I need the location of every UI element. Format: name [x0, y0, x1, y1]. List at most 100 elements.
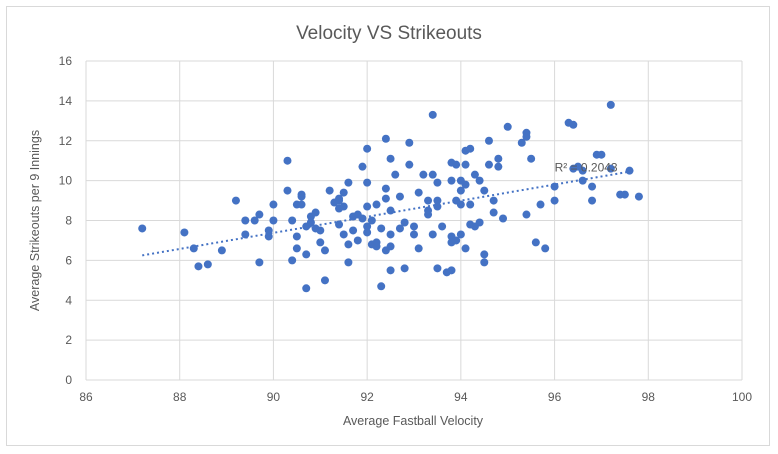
y-tick-label: 12 — [59, 134, 73, 148]
r-squared-label: R² = 0.2043 — [555, 161, 618, 175]
data-point — [433, 264, 442, 273]
data-point — [306, 218, 315, 227]
data-point — [395, 192, 404, 201]
data-point — [461, 244, 470, 253]
data-point — [381, 194, 390, 203]
data-point — [335, 220, 344, 229]
data-point — [269, 200, 278, 209]
data-point — [517, 138, 526, 147]
data-point — [461, 160, 470, 169]
data-point — [316, 238, 325, 247]
data-point — [424, 210, 433, 219]
data-point — [480, 258, 489, 267]
data-point — [363, 202, 372, 211]
data-point — [447, 176, 456, 185]
data-point — [433, 202, 442, 211]
data-point — [316, 226, 325, 235]
data-point — [578, 166, 587, 175]
data-point — [433, 196, 442, 205]
data-point — [625, 166, 634, 175]
data-point — [339, 202, 348, 211]
data-point — [320, 246, 329, 255]
data-point — [588, 196, 597, 205]
y-tick-label: 10 — [59, 174, 73, 188]
data-point — [339, 188, 348, 197]
data-point — [283, 156, 292, 165]
data-point — [494, 162, 503, 171]
x-axis-ticks: 86 88 90 92 94 96 98 100 — [79, 390, 752, 404]
data-point — [344, 178, 353, 187]
data-point — [484, 160, 493, 169]
data-point — [606, 164, 615, 173]
data-point — [522, 210, 531, 219]
data-point — [466, 200, 475, 209]
x-tick-label: 86 — [79, 390, 93, 404]
x-tick-label: 100 — [732, 390, 752, 404]
data-point — [344, 240, 353, 249]
data-point — [475, 218, 484, 227]
data-point — [569, 120, 578, 129]
data-point — [428, 170, 437, 179]
data-point — [349, 226, 358, 235]
data-point — [288, 256, 297, 265]
y-axis-title: Average Strikeouts per 9 Innings — [28, 130, 42, 311]
data-point — [410, 222, 418, 231]
data-points — [138, 100, 643, 293]
y-tick-label: 16 — [59, 54, 73, 68]
data-point — [292, 232, 301, 241]
data-point — [288, 216, 297, 225]
data-point — [527, 154, 536, 163]
gridlines — [85, 60, 743, 381]
data-point — [503, 122, 512, 131]
data-point — [363, 178, 372, 187]
y-tick-label: 6 — [65, 253, 72, 267]
data-point — [414, 244, 423, 253]
data-point — [588, 182, 597, 191]
data-point — [494, 154, 503, 163]
data-point — [386, 266, 395, 275]
data-point — [386, 154, 395, 163]
data-point — [480, 186, 489, 195]
y-tick-label: 14 — [59, 94, 73, 108]
data-point — [311, 208, 320, 217]
data-point — [283, 186, 292, 195]
data-point — [231, 196, 240, 205]
data-point — [405, 160, 414, 169]
data-point — [297, 192, 306, 201]
data-point — [536, 200, 545, 209]
data-point — [470, 170, 479, 179]
data-point — [302, 250, 311, 259]
data-point — [620, 190, 629, 199]
data-point — [269, 216, 278, 225]
data-point — [363, 222, 372, 231]
data-point — [255, 210, 264, 219]
data-point — [466, 144, 475, 153]
data-point — [203, 260, 212, 269]
data-point — [428, 110, 437, 119]
data-point — [344, 258, 353, 267]
data-point — [405, 138, 414, 147]
x-tick-label: 88 — [173, 390, 187, 404]
data-point — [489, 196, 498, 205]
data-point — [363, 144, 372, 153]
data-point — [400, 218, 409, 227]
data-point — [335, 196, 344, 205]
x-tick-label: 94 — [454, 390, 468, 404]
data-point — [250, 216, 259, 225]
data-point — [400, 264, 409, 273]
y-tick-label: 8 — [65, 214, 72, 228]
data-point — [386, 242, 395, 251]
data-point — [339, 230, 348, 239]
chart-title: Velocity VS Strikeouts — [296, 23, 482, 44]
data-point — [377, 282, 386, 291]
data-point — [381, 184, 390, 193]
data-point — [381, 134, 390, 143]
data-point — [372, 242, 381, 251]
data-point — [466, 220, 475, 229]
data-point — [452, 236, 461, 245]
data-point — [424, 196, 433, 205]
data-point — [456, 200, 465, 209]
data-point — [480, 250, 489, 259]
x-tick-label: 90 — [267, 390, 281, 404]
data-point — [395, 224, 404, 233]
